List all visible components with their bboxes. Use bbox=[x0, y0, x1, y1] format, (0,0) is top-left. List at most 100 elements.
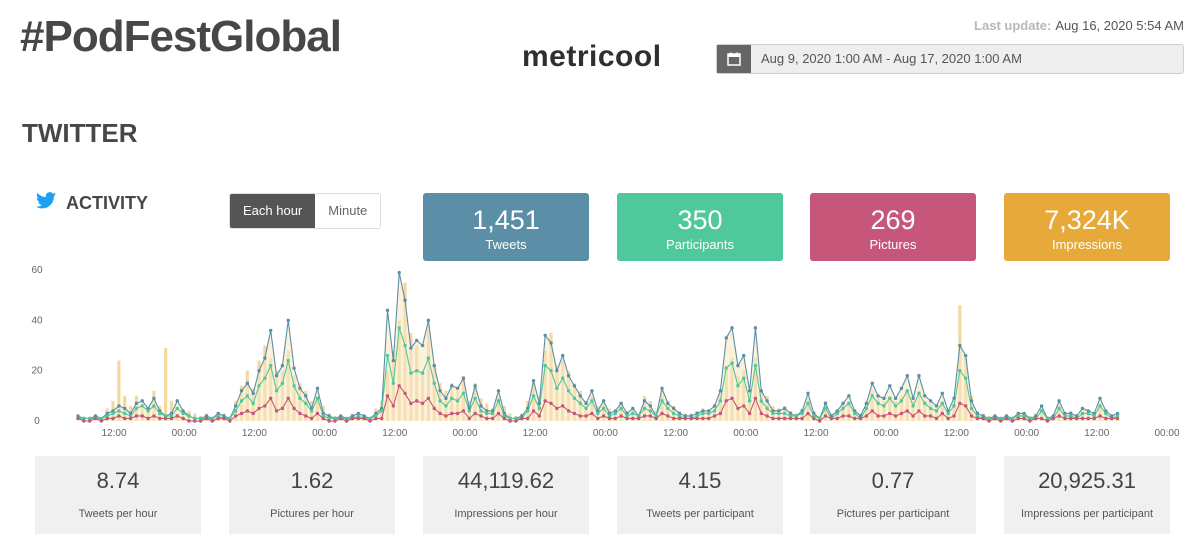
pictures-point bbox=[473, 411, 477, 416]
tweets-point bbox=[467, 406, 471, 411]
participants-point bbox=[724, 366, 728, 370]
pictures-point bbox=[905, 409, 909, 413]
tweets-point bbox=[1022, 411, 1026, 416]
participants-point bbox=[782, 411, 787, 416]
participants-point bbox=[315, 396, 320, 401]
pictures-point bbox=[928, 414, 933, 418]
pictures-point bbox=[771, 416, 775, 421]
x-tick-label: 12:00 bbox=[663, 428, 688, 439]
participants-point bbox=[923, 401, 927, 406]
tweets-point bbox=[782, 406, 787, 411]
pictures-point bbox=[1109, 416, 1114, 421]
tweets-point bbox=[975, 411, 980, 416]
pictures-point bbox=[210, 419, 215, 423]
participants-point bbox=[537, 406, 542, 411]
tweets-point bbox=[134, 401, 139, 406]
pictures-point bbox=[981, 416, 985, 421]
pictures-point bbox=[788, 416, 793, 421]
stat-tweets-per-participant: 4.15 Tweets per participant bbox=[617, 456, 783, 534]
tweets-point bbox=[420, 343, 425, 348]
tweets-point bbox=[181, 409, 185, 413]
x-tick-label: 00:00 bbox=[874, 428, 899, 439]
participants-point bbox=[1010, 416, 1015, 421]
participants-point bbox=[420, 371, 425, 375]
participants-point bbox=[128, 414, 133, 418]
pictures-point bbox=[531, 409, 536, 413]
tweets-point bbox=[864, 401, 869, 406]
tweets-point bbox=[233, 404, 238, 408]
pictures-point bbox=[467, 416, 471, 421]
tweets-point bbox=[432, 363, 436, 368]
participants-point bbox=[625, 414, 629, 418]
tweets-point bbox=[1098, 396, 1102, 401]
minute-button[interactable]: Minute bbox=[315, 194, 381, 228]
participants-point bbox=[642, 406, 647, 411]
pictures-point bbox=[666, 414, 670, 418]
participants-point bbox=[660, 399, 664, 403]
participants-point bbox=[835, 411, 839, 416]
pictures-point bbox=[963, 404, 968, 408]
tweets-point bbox=[374, 411, 378, 416]
tweets-point bbox=[455, 386, 460, 390]
pictures-point bbox=[461, 409, 466, 413]
x-tick-label: 12:00 bbox=[523, 428, 548, 439]
participants-point bbox=[158, 411, 162, 416]
tweets-point bbox=[350, 414, 355, 418]
participants-point bbox=[765, 406, 769, 411]
pictures-point bbox=[420, 401, 425, 406]
participants-point bbox=[566, 389, 571, 393]
pictures-point bbox=[286, 396, 290, 401]
tweets-point bbox=[169, 411, 174, 416]
kpi-pictures-value: 269 bbox=[870, 205, 916, 235]
participants-point bbox=[940, 401, 945, 406]
pictures-point bbox=[934, 416, 939, 421]
participants-point bbox=[455, 399, 460, 403]
participants-point bbox=[99, 416, 104, 421]
tweets-point bbox=[631, 406, 635, 411]
tweets-point bbox=[882, 396, 886, 401]
participants-point bbox=[286, 358, 290, 363]
date-range-picker[interactable]: Aug 9, 2020 1:00 AM - Aug 17, 2020 1:00 … bbox=[716, 44, 1184, 74]
participants-point bbox=[327, 416, 331, 421]
pictures-point bbox=[99, 419, 104, 423]
date-range-text[interactable]: Aug 9, 2020 1:00 AM - Aug 17, 2020 1:00 … bbox=[761, 51, 1022, 66]
calendar-icon[interactable] bbox=[717, 45, 751, 73]
participants-point bbox=[216, 414, 220, 418]
tweets-point bbox=[928, 399, 933, 403]
pictures-point bbox=[782, 416, 787, 421]
tweets-point bbox=[356, 411, 361, 416]
pictures-point bbox=[479, 414, 483, 418]
pictures-point bbox=[753, 396, 758, 401]
participants-point bbox=[82, 416, 86, 421]
participants-point bbox=[999, 416, 1003, 421]
participants-point bbox=[607, 414, 612, 418]
pictures-point bbox=[105, 416, 109, 421]
tweets-point bbox=[701, 409, 705, 413]
participants-point bbox=[140, 404, 144, 408]
each-hour-button[interactable]: Each hour bbox=[230, 194, 316, 228]
activity-label: ACTIVITY bbox=[66, 192, 149, 213]
tweets-point bbox=[257, 368, 261, 373]
pictures-point bbox=[543, 399, 547, 403]
pictures-point bbox=[742, 404, 746, 408]
pictures-point bbox=[607, 416, 612, 421]
tweets-point bbox=[893, 396, 898, 401]
participants-point bbox=[152, 404, 156, 408]
pictures-point bbox=[712, 414, 717, 418]
pictures-point bbox=[993, 416, 997, 421]
participants-point bbox=[928, 406, 933, 411]
participants-point bbox=[1092, 414, 1096, 418]
pictures-point bbox=[1022, 416, 1026, 421]
participants-point bbox=[263, 376, 267, 380]
pictures-point bbox=[730, 396, 734, 401]
tweets-point bbox=[847, 394, 851, 398]
pictures-point bbox=[82, 419, 86, 423]
tweets-point bbox=[829, 414, 834, 418]
x-tick-label: 00:00 bbox=[312, 428, 337, 439]
y-tick-label: 20 bbox=[31, 366, 43, 377]
tweets-point bbox=[1057, 399, 1061, 403]
participants-point bbox=[619, 406, 623, 411]
tweets-point bbox=[391, 358, 396, 363]
pictures-point bbox=[379, 416, 384, 421]
pictures-point bbox=[134, 414, 139, 418]
